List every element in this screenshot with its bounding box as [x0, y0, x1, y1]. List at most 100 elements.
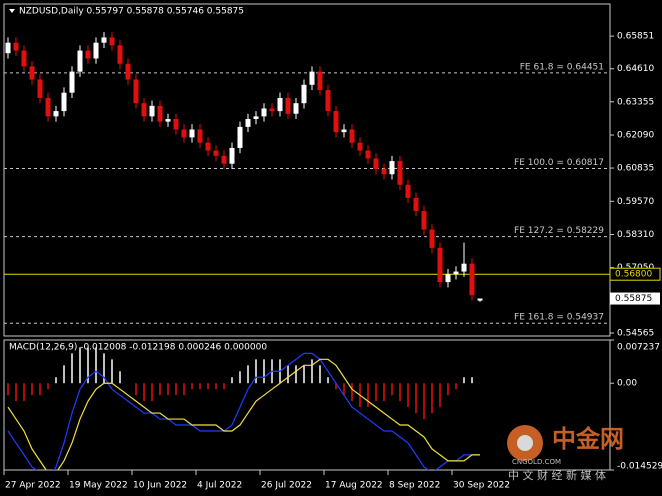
- candle-body: [477, 298, 483, 301]
- candle-body: [117, 45, 123, 64]
- current-price-box: [610, 292, 660, 305]
- candle-body: [61, 92, 67, 112]
- candle-body: [85, 50, 91, 59]
- y-tick-label: 0.64610: [617, 64, 654, 74]
- candle-body: [357, 142, 363, 151]
- candle-body: [381, 168, 387, 175]
- current-price-label: 0.55875: [615, 294, 652, 304]
- watermark-name: 中金网: [552, 425, 624, 453]
- y-tick-label: 0.00: [617, 379, 637, 389]
- y-tick-label: 0.58310: [617, 230, 654, 240]
- candle-body: [149, 105, 155, 117]
- candle-body: [277, 97, 283, 112]
- main-frame: [3, 3, 611, 337]
- x-tick-label: 8 Sep 2022: [389, 481, 440, 491]
- candle-body: [309, 71, 315, 85]
- y-tick-label: 0.54565: [617, 329, 654, 339]
- candle-body: [21, 50, 27, 67]
- candle-body: [37, 79, 43, 98]
- level-price-label: 0.56800: [615, 270, 652, 280]
- candle-body: [165, 118, 171, 122]
- y-tick-label: -0.014529: [617, 462, 662, 472]
- x-tick-label: 19 May 2022: [69, 481, 128, 491]
- x-tick-label: 10 Jun 2022: [133, 481, 187, 491]
- candle-body: [189, 129, 195, 138]
- candle-body: [437, 247, 443, 283]
- candle-body: [125, 63, 131, 80]
- candle-body: [229, 147, 235, 164]
- x-tick-label: 4 Jul 2022: [197, 481, 242, 491]
- candle-body: [197, 129, 203, 143]
- candle-body: [453, 271, 459, 275]
- candle-body: [461, 263, 467, 272]
- candle-body: [341, 129, 347, 133]
- candle-body: [269, 108, 275, 112]
- candle-body: [13, 42, 19, 51]
- level-label: FE 127.2 = 0.58229: [514, 226, 604, 236]
- level-label: FE 100.0 = 0.60817: [514, 158, 604, 168]
- macd-line: [7, 358, 480, 470]
- candle-body: [325, 90, 331, 112]
- candle-body: [221, 155, 227, 164]
- candle-body: [373, 158, 379, 169]
- candle-body: [237, 126, 243, 148]
- symbol-arrow: [9, 9, 15, 13]
- x-tick-label: 26 Jul 2022: [261, 481, 312, 491]
- candle-body: [349, 129, 355, 143]
- candle-body: [93, 42, 99, 59]
- x-tick-label: 17 Aug 2022: [325, 481, 383, 491]
- candle-body: [245, 118, 251, 127]
- candle-body: [45, 97, 51, 117]
- y-tick-label: 0.59570: [617, 197, 654, 207]
- candle-body: [157, 105, 163, 122]
- candle-body: [141, 103, 147, 117]
- candle-body: [301, 84, 307, 104]
- y-tick-label: 0.65851: [617, 32, 654, 42]
- macd-line: [7, 352, 480, 470]
- candle-body: [429, 229, 435, 248]
- level-label: FE 161.8 = 0.54937: [514, 313, 604, 323]
- candle-body: [77, 50, 83, 72]
- y-tick-label: 0.007237: [617, 343, 660, 353]
- candle-body: [213, 150, 219, 156]
- candle-body: [173, 118, 179, 130]
- watermark-logo-inner: [517, 435, 533, 451]
- y-tick-label: 0.60835: [617, 164, 654, 174]
- candle-body: [53, 111, 59, 117]
- candle-body: [109, 37, 115, 46]
- x-tick-label: 27 Apr 2022: [5, 481, 61, 491]
- x-tick-label: 30 Sep 2022: [453, 481, 510, 491]
- macd-frame: [3, 339, 611, 471]
- macd-plot: [7, 347, 480, 470]
- candle-body: [261, 108, 267, 117]
- watermark-site: CNGOLD.COM: [512, 458, 561, 466]
- candle-body: [405, 184, 411, 198]
- level-label: FE 61.8 = 0.64451: [520, 62, 604, 72]
- candle-body: [389, 161, 395, 175]
- candle-body: [293, 103, 299, 114]
- candle-body: [69, 71, 75, 93]
- candle-body: [333, 111, 339, 133]
- candle-body: [253, 116, 259, 119]
- candle-body: [397, 161, 403, 185]
- watermark-slogan: 中 文 财 经 新 媒 体: [508, 468, 606, 482]
- price-plot: [4, 32, 610, 324]
- candle-body: [133, 79, 139, 104]
- candle-body: [469, 263, 475, 296]
- candle-body: [445, 274, 451, 283]
- candle-body: [205, 142, 211, 151]
- chart-title: NZDUSD,Daily 0.55797 0.55878 0.55746 0.5…: [19, 7, 244, 17]
- candle-body: [285, 97, 291, 114]
- candle-body: [421, 211, 427, 230]
- y-tick-label: 0.63355: [617, 97, 654, 107]
- watermark: 中金网 CNGOLD.COM 中 文 财 经 新 媒 体: [507, 425, 624, 482]
- y-tick-label: 0.62090: [617, 131, 654, 141]
- candle-body: [29, 66, 35, 80]
- level-price-box: [609, 267, 661, 281]
- candle-body: [181, 129, 187, 138]
- macd-title: MACD(12,26,9) -0.012008 -0.012198 0.0002…: [9, 343, 267, 353]
- candle-body: [317, 71, 323, 91]
- candle-body: [5, 42, 11, 54]
